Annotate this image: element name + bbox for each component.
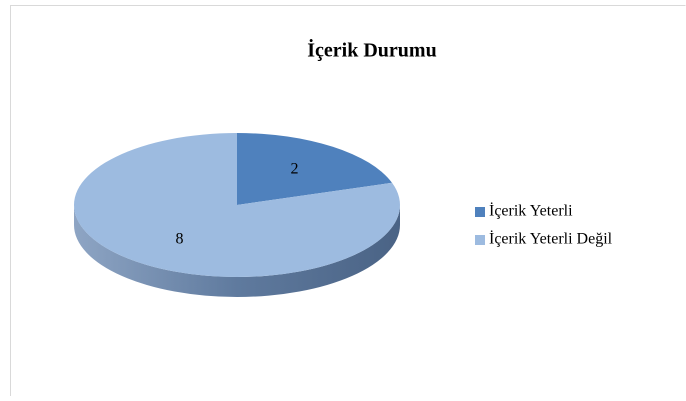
chart-frame [10, 5, 686, 396]
chart-title: İçerik Durumu [307, 38, 436, 62]
pie-side [74, 205, 400, 297]
pie-slice [237, 133, 393, 205]
legend-swatch [475, 235, 485, 245]
data-label: 2 [290, 161, 298, 178]
legend-label: İçerik Yeterli Değil [489, 230, 613, 248]
legend-swatch [475, 207, 485, 217]
legend-label: İçerik Yeterli [489, 202, 573, 220]
pie-slice [73, 133, 400, 278]
data-label: 8 [176, 231, 184, 248]
